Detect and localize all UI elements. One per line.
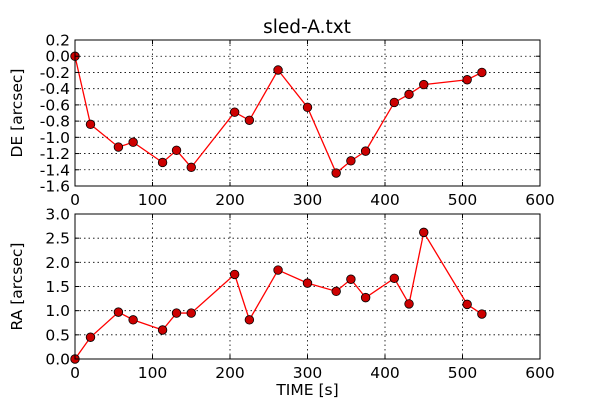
de-y-axis-label: DE [arcsec] — [8, 69, 26, 158]
de-y-tick-label: -0.4 — [40, 80, 70, 98]
ra-data-point — [128, 315, 138, 325]
de-y-tick-label: -0.2 — [40, 64, 70, 82]
de-data-point — [360, 146, 371, 156]
de-data-point — [157, 157, 168, 168]
de-data-point — [462, 75, 472, 85]
ra-data-point — [302, 278, 313, 288]
ra-data-point — [186, 308, 196, 318]
ra-data-point — [171, 308, 182, 318]
ra-y-tick-label: 2.5 — [45, 230, 70, 248]
de-data-point — [273, 65, 283, 75]
de-x-tick-label: 0 — [70, 191, 80, 209]
de-x-tick-label: 500 — [448, 191, 478, 209]
ra-y-tick-label: 0.0 — [45, 351, 70, 369]
plot-de: 0 100 200 300 400 500 600 0.20.0-0.2-0.4-0.6-0.… — [8, 32, 555, 210]
ra-y-tick-label: 1.5 — [45, 278, 70, 296]
ra-data-point — [331, 286, 341, 297]
de-y-tick-label: -1.0 — [40, 129, 70, 147]
de-y-tick-label: -1.2 — [40, 145, 70, 163]
plot-ra: 0 100 200 300 400 500 600 0.0 0.5 1.0 1.5 2.0 2.5 3.0… — [8, 206, 555, 400]
ra-series-line — [74, 230, 483, 360]
de-data-point — [171, 145, 182, 156]
de-data-point — [302, 102, 313, 113]
de-data-point — [331, 168, 341, 178]
ra-data-point — [244, 315, 255, 325]
ra-y-tick-label: 3.0 — [45, 206, 70, 224]
de-y-tick-label: 0.2 — [45, 32, 70, 50]
ra-y-tick-label: 2.0 — [45, 254, 70, 272]
de-data-point — [244, 115, 255, 126]
ra-x-tick-label: 500 — [448, 364, 478, 382]
de-data-point — [346, 156, 356, 166]
de-y-tick-label: -0.6 — [40, 96, 70, 114]
de-x-tick-label: 100 — [138, 191, 168, 209]
ra-x-tick-label: 100 — [138, 364, 168, 382]
ra-data-point — [229, 269, 240, 280]
ra-x-tick-label: 0 — [70, 364, 80, 382]
de-data-point — [229, 107, 240, 117]
ra-data-point — [477, 309, 487, 319]
ra-data-point — [360, 292, 371, 303]
ra-data-point — [462, 299, 472, 310]
chart-title: sled-A.txt — [263, 17, 351, 38]
de-data-point — [85, 119, 96, 130]
ra-x-tick-label: 300 — [293, 364, 323, 382]
de-data-point — [477, 67, 487, 78]
ra-y-tick-label: 1.0 — [45, 302, 70, 320]
ra-data-point — [419, 227, 429, 238]
de-y-tick-label: -0.8 — [40, 113, 70, 131]
ra-x-tick-label: 600 — [525, 364, 555, 382]
de-data-point — [128, 137, 138, 147]
de-data-point — [419, 79, 429, 90]
ra-data-point — [389, 273, 400, 283]
ra-x-axis-label: TIME [s] — [275, 381, 338, 399]
de-x-tick-label: 400 — [370, 191, 400, 209]
de-y-tick-label: 0.0 — [45, 48, 70, 66]
de-y-tick-label: -1.6 — [40, 178, 70, 196]
de-x-tick-label: 300 — [293, 191, 323, 209]
ra-x-tick-label: 200 — [215, 364, 245, 382]
ra-y-axis-label: RA [arcsec] — [8, 243, 26, 331]
de-data-point — [404, 89, 414, 100]
ra-data-point — [346, 274, 356, 284]
ra-data-point — [273, 265, 283, 275]
de-y-tick-label: -1.4 — [40, 161, 70, 179]
ra-data-point — [85, 332, 96, 342]
de-x-tick-label: 200 — [215, 191, 245, 209]
de-data-point — [113, 142, 124, 152]
de-data-point — [186, 162, 196, 173]
de-x-tick-label: 600 — [525, 191, 555, 209]
ra-y-tick-label: 0.5 — [45, 326, 70, 344]
ra-data-point — [113, 307, 124, 317]
ra-data-point — [157, 325, 168, 335]
ra-x-tick-label: 400 — [370, 364, 400, 382]
ra-data-point — [404, 299, 414, 309]
de-data-point — [389, 97, 400, 108]
